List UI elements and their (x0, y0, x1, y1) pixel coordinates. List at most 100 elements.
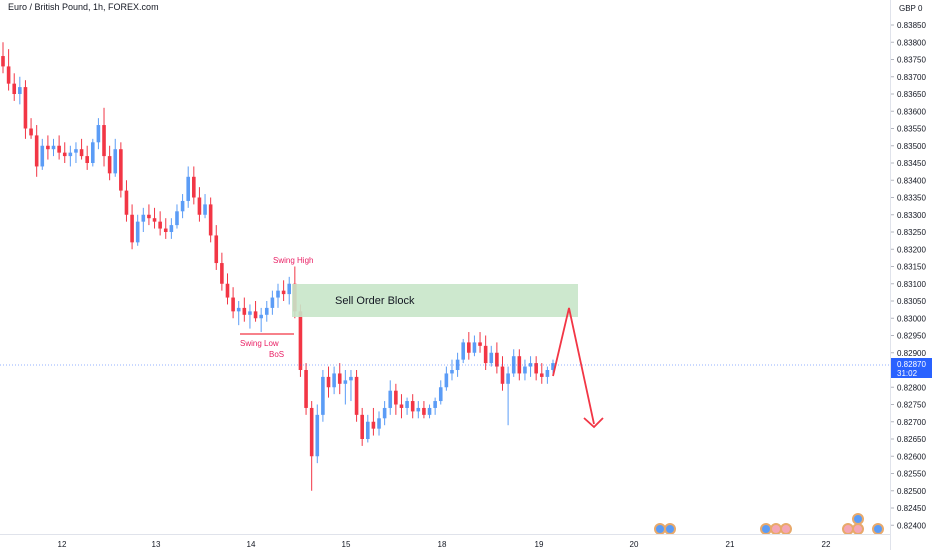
sell-order-block[interactable] (292, 284, 578, 317)
candle-body (422, 407, 426, 415)
candle-body (270, 297, 275, 308)
candle-body (326, 376, 331, 388)
price-tick-label: 0.82950 (897, 332, 926, 341)
price-tick-label: 0.82700 (897, 418, 926, 427)
candle-body (51, 145, 56, 150)
candle-body (287, 283, 292, 295)
candle (371, 407, 376, 436)
candle-body (231, 297, 235, 312)
candle (68, 145, 73, 167)
candle (259, 307, 263, 333)
time-tick-label: 13 (152, 540, 161, 549)
price-tick-label: 0.83000 (897, 314, 926, 323)
candle-body (467, 342, 471, 353)
candle (62, 142, 67, 163)
price-tick-label: 0.83050 (897, 297, 926, 306)
candle (326, 366, 331, 398)
time-tick-label: 15 (342, 540, 351, 549)
candle (467, 332, 471, 360)
candle (40, 138, 45, 170)
candle-body (124, 190, 129, 215)
candle (46, 135, 50, 160)
candle-body (62, 152, 67, 157)
candle-body (192, 176, 196, 198)
candle-body (40, 145, 45, 167)
candle (321, 370, 325, 422)
candle (107, 145, 112, 181)
candle-body (12, 83, 17, 94)
candle-body (107, 156, 112, 174)
candle-body (158, 221, 162, 229)
candle-body (309, 407, 314, 457)
candle-body (74, 149, 78, 153)
candle-body (506, 373, 510, 384)
candle (141, 207, 146, 232)
candle-body (438, 387, 443, 402)
time-tick-label: 18 (438, 540, 447, 549)
candle-body (197, 197, 202, 215)
time-axis: 12 13 14 15 18 19 20 21 22 (58, 540, 831, 549)
candle (85, 145, 89, 170)
candle (500, 356, 505, 391)
projected-path-arrow[interactable] (552, 307, 595, 425)
plot-area[interactable]: Sell Order Block Swing High Swing Low Bo… (0, 0, 890, 534)
price-scale[interactable]: GBP 0 0.83850 0.83800 0.83750 0.83700 0.8365… (890, 0, 932, 550)
candle (231, 287, 235, 319)
price-tick-label: 0.83250 (897, 228, 926, 237)
arrow-head (583, 417, 604, 429)
candle-body (96, 125, 101, 143)
time-scale[interactable]: 12 13 14 15 18 19 20 21 22 (0, 534, 890, 551)
candle (438, 380, 443, 405)
candle-body (354, 376, 359, 415)
candle-body (90, 142, 95, 163)
price-tick-label: 0.83650 (897, 90, 926, 99)
candle (242, 297, 247, 322)
candle (96, 118, 101, 150)
time-tick-label: 21 (726, 540, 735, 549)
candle-body (343, 380, 348, 384)
candle (388, 380, 393, 415)
candle-body (169, 225, 174, 232)
candle (444, 366, 449, 391)
candle-body (130, 214, 134, 243)
candle-body (214, 235, 219, 264)
candle-body (500, 366, 505, 384)
candle-body (410, 401, 415, 412)
candle (225, 273, 230, 305)
price-tick-label: 0.82750 (897, 401, 926, 410)
candle (309, 401, 314, 491)
candle-body (321, 376, 325, 415)
candle (152, 207, 157, 229)
candle (253, 301, 258, 322)
candle (349, 370, 353, 402)
candle (135, 214, 140, 246)
candle-body (455, 359, 460, 370)
event-markers[interactable] (654, 513, 884, 534)
candle-body (360, 414, 364, 439)
time-tick-label: 14 (247, 540, 256, 549)
candle (51, 138, 56, 157)
candle-body (6, 66, 11, 84)
candle-body (545, 370, 550, 377)
candle (416, 401, 421, 419)
candle-body (225, 283, 230, 298)
candle (248, 304, 252, 329)
candle (427, 404, 432, 419)
candle-body (332, 373, 336, 388)
current-price-tag (891, 358, 932, 378)
candle-body (405, 401, 409, 408)
candle-body (1, 56, 5, 67)
candle (175, 204, 179, 229)
price-tick-label: 0.83700 (897, 73, 926, 82)
candle (281, 280, 286, 301)
candle (208, 197, 213, 243)
candle (197, 187, 202, 222)
candle (192, 166, 196, 205)
candle (113, 138, 118, 177)
candle-body (394, 390, 398, 405)
candle (315, 404, 320, 464)
candle (483, 335, 488, 370)
candle (534, 356, 538, 381)
candle-body (119, 149, 123, 191)
